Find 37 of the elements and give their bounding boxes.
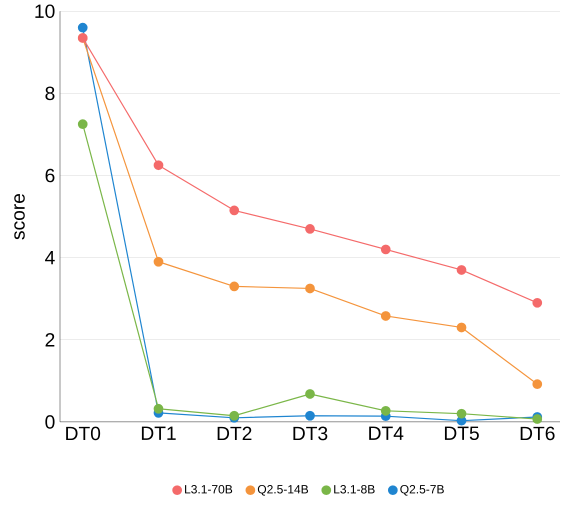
legend-label: Q2.5-14B xyxy=(258,485,308,496)
point xyxy=(154,257,164,267)
point xyxy=(532,379,542,390)
point xyxy=(456,322,466,333)
point xyxy=(305,411,315,421)
y-tick-label: 0 xyxy=(45,415,55,429)
legend-label: L3.1-70B xyxy=(185,485,232,494)
point xyxy=(380,244,391,254)
x-tick-label: DT3 xyxy=(293,426,328,440)
y-tick-label: 2 xyxy=(46,333,54,347)
y-tick-label: 10 xyxy=(35,4,55,18)
point xyxy=(78,23,88,33)
legend-label: Q2.5-7B xyxy=(400,485,444,496)
point xyxy=(380,311,391,322)
y-axis-title: score xyxy=(14,194,25,240)
x-tick-label: DT4 xyxy=(369,426,404,440)
y-tick-label: 8 xyxy=(45,86,54,100)
x-tick-label: DT2 xyxy=(218,426,252,440)
legend-label: L3.1-8B xyxy=(334,485,375,494)
point xyxy=(154,404,164,414)
point xyxy=(154,160,164,170)
x-tick-label: DT5 xyxy=(444,426,479,440)
y-tick-label: 6 xyxy=(46,168,54,183)
point xyxy=(229,282,240,292)
point xyxy=(305,284,315,294)
point xyxy=(456,409,466,419)
x-tick-label: DT1 xyxy=(142,426,176,440)
point xyxy=(456,265,466,276)
point xyxy=(229,206,240,216)
point xyxy=(305,389,315,400)
x-tick-label: DT6 xyxy=(520,426,555,440)
point xyxy=(380,406,391,416)
point xyxy=(532,298,542,308)
x-tick-label: DT0 xyxy=(66,426,100,440)
point xyxy=(78,120,88,130)
point xyxy=(305,224,315,234)
y-tick-label: 4 xyxy=(45,251,55,264)
